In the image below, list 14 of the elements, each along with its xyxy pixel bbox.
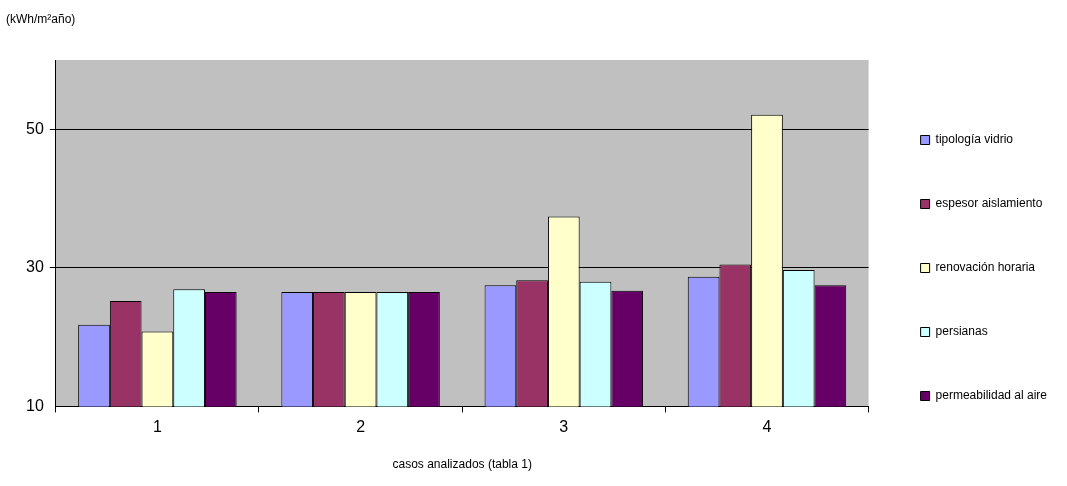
y-tick-label: 30: [26, 258, 44, 276]
y-tick-label: 50: [26, 119, 44, 137]
legend-label: espesor aislamiento: [935, 196, 1043, 211]
y-tick-label: 10: [26, 396, 44, 414]
y-axis-title: (kWh/m²año): [6, 12, 76, 26]
legend-label: persianas: [935, 324, 988, 339]
x-axis-title: casos analizados (tabla 1): [392, 457, 532, 472]
legend-label: permeabilidad al aire: [935, 388, 1048, 403]
legend-label: renovación horaria: [935, 260, 1036, 275]
x-tick-label: 4: [762, 418, 772, 436]
x-tick-label: 1: [152, 418, 162, 436]
legend-label: tipología vidrio: [935, 132, 1014, 147]
x-tick-label: 2: [356, 418, 366, 436]
x-tick-label: 3: [559, 418, 569, 436]
